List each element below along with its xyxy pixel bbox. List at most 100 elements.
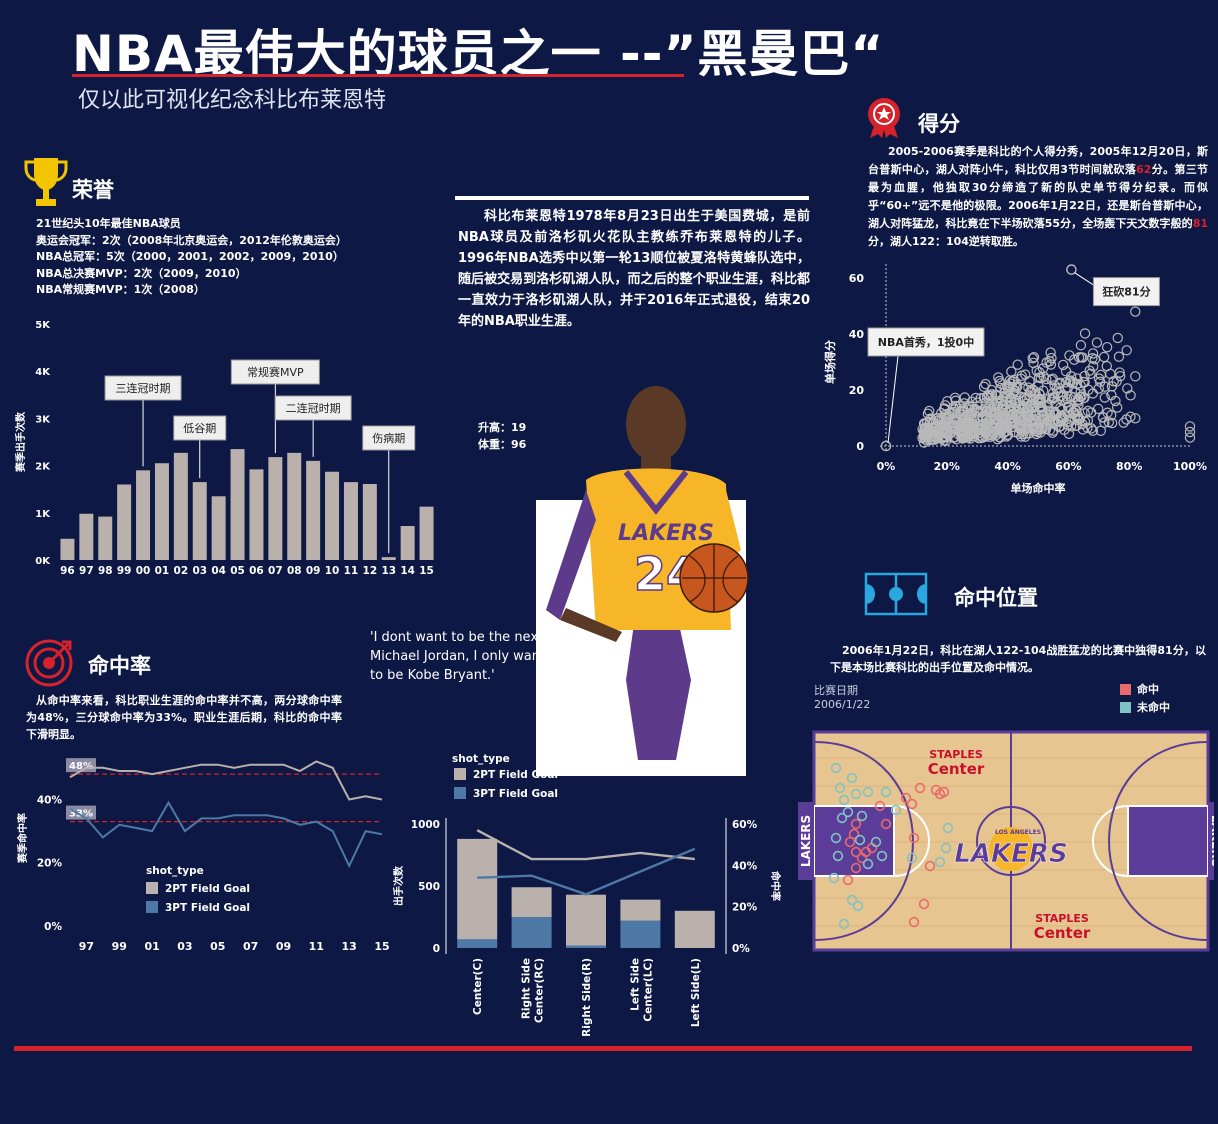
scatter-point — [1111, 376, 1122, 387]
y-tick-label: 40 — [849, 328, 865, 341]
scatter-point — [980, 378, 991, 390]
y-tick-label: 500 — [418, 881, 440, 893]
shot-missed-marker — [870, 836, 882, 848]
y-tick-label: 0 — [856, 440, 864, 453]
court-text-lakers-left: LAKERS — [799, 815, 813, 867]
scatter-point — [999, 413, 1011, 425]
x-tick-label: 02 — [174, 565, 189, 577]
scatter-point — [1122, 383, 1133, 394]
y2-tick-label: 0% — [732, 943, 750, 955]
stacked-bar — [511, 917, 552, 948]
court-text-center-2: Center — [1034, 924, 1091, 942]
scatter-point — [1095, 369, 1107, 381]
scatter-point — [1012, 359, 1023, 370]
scatter-point — [958, 406, 969, 418]
annotation-box — [274, 395, 352, 421]
scatter-point — [1067, 378, 1078, 389]
scatter-point — [981, 426, 993, 437]
x-tick-label: 99 — [117, 565, 132, 577]
scatter-point — [1060, 377, 1072, 388]
scatter-point — [1020, 431, 1031, 442]
scatter-point — [1074, 413, 1086, 425]
x-tick-label: 07 — [243, 940, 258, 953]
scatter-point — [938, 414, 949, 425]
x-tick-label: 20% — [934, 460, 960, 473]
legend-label: 3PT Field Goal — [473, 788, 558, 800]
legend-label: 2PT Field Goal — [473, 769, 558, 781]
scatter-point — [966, 422, 977, 433]
y-tick-label: 1K — [35, 509, 51, 520]
accuracy-text: 从命中率来看，科比职业生涯的命中率并不高，两分球命中率为48%，三分球命中率为3… — [26, 694, 342, 741]
shot-made-marker — [842, 874, 854, 886]
scatter-point — [1075, 386, 1086, 398]
x-tick-label: 40% — [994, 460, 1020, 473]
scatter-point — [1101, 341, 1113, 353]
scoring-text-part: 分，湖人122：104逆转取胜。 — [868, 235, 1024, 248]
annotation-label: 狂砍81分 — [1102, 285, 1150, 299]
legend-label: 2PT Field Goal — [165, 883, 250, 895]
annotation-box — [1092, 277, 1160, 307]
scatter-point — [1071, 420, 1083, 431]
scatter-point — [1110, 395, 1121, 407]
bar — [287, 452, 302, 560]
scatter-point — [1016, 431, 1027, 442]
x-tick-label: 05 — [230, 565, 245, 577]
accuracy-heading: 命中率 — [88, 654, 151, 678]
y-tick-label: 3K — [35, 414, 51, 425]
x-tick-label: 08 — [287, 565, 302, 577]
x-tick-label: 12 — [363, 565, 378, 577]
scatter-point — [995, 397, 1006, 408]
annotation-label: 常规赛MVP — [247, 365, 304, 379]
x-tick-label: 07 — [268, 565, 283, 577]
scatter-point — [1028, 357, 1039, 369]
shot-made-marker — [850, 862, 862, 874]
annotation-box — [104, 375, 182, 401]
honor-line: NBA常规赛MVP：1次（2008） — [36, 283, 205, 296]
bar — [117, 484, 132, 560]
x-tick-line: Left Side — [629, 958, 641, 1011]
scatter-point — [950, 411, 962, 422]
bio-divider — [455, 196, 809, 200]
x-tick-label: 01 — [144, 940, 159, 953]
honor-line: 奥运会冠军：2次（2008年北京奥运会，2012年伦敦奥运会） — [36, 233, 347, 247]
scatter-point — [926, 430, 937, 442]
shot-made-marker — [900, 792, 912, 804]
x-tick-label: 03 — [177, 940, 192, 953]
player-illustration: LAKERS 24 — [526, 380, 754, 776]
page-title: NBA最伟大的球员之一 --”黑曼巴“ — [72, 25, 885, 83]
scatter-point — [1046, 394, 1058, 405]
shot-made-marker — [848, 828, 860, 840]
scatter-point — [1095, 425, 1107, 436]
shot-missed-marker — [846, 772, 858, 784]
shot-made-marker — [850, 818, 862, 830]
x-tick-label: 10 — [325, 565, 340, 577]
scatter-point — [936, 413, 948, 424]
legend-label-missed: 未命中 — [1137, 701, 1170, 714]
y2-axis-label: 命中率 — [769, 870, 782, 901]
y-tick-label: 4K — [35, 367, 51, 378]
scatter-point — [1004, 375, 1015, 386]
scatter-point — [919, 430, 930, 441]
x-tick-label: 11 — [344, 565, 359, 577]
scatter-point — [1105, 410, 1117, 421]
scatter-point — [1022, 413, 1033, 424]
shot-missed-marker — [890, 804, 902, 816]
scoring-text-part: 分。第三节最为血腥，他独取30分缔造了新的队史单节得分纪录。而似乎“60+”远不… — [868, 163, 1209, 230]
scatter-point — [1034, 389, 1046, 400]
stacked-bar — [620, 920, 661, 948]
shot-markers — [828, 762, 954, 930]
scatter-point — [1032, 426, 1044, 438]
shot-missed-marker — [830, 762, 842, 774]
shot-made-marker — [938, 786, 950, 798]
annotation-box — [230, 359, 320, 385]
scoring-highlight: 81 — [1192, 217, 1208, 230]
scatter-point — [1017, 426, 1028, 437]
fg-pct-line — [476, 829, 695, 861]
shot-made-marker — [850, 846, 862, 858]
reference-label: 48% — [69, 761, 93, 772]
annotation-box — [173, 415, 227, 441]
reference-label-box — [66, 805, 96, 820]
scatter-point — [964, 401, 976, 413]
stacked-bar — [511, 887, 552, 917]
scatter-point — [928, 422, 939, 433]
